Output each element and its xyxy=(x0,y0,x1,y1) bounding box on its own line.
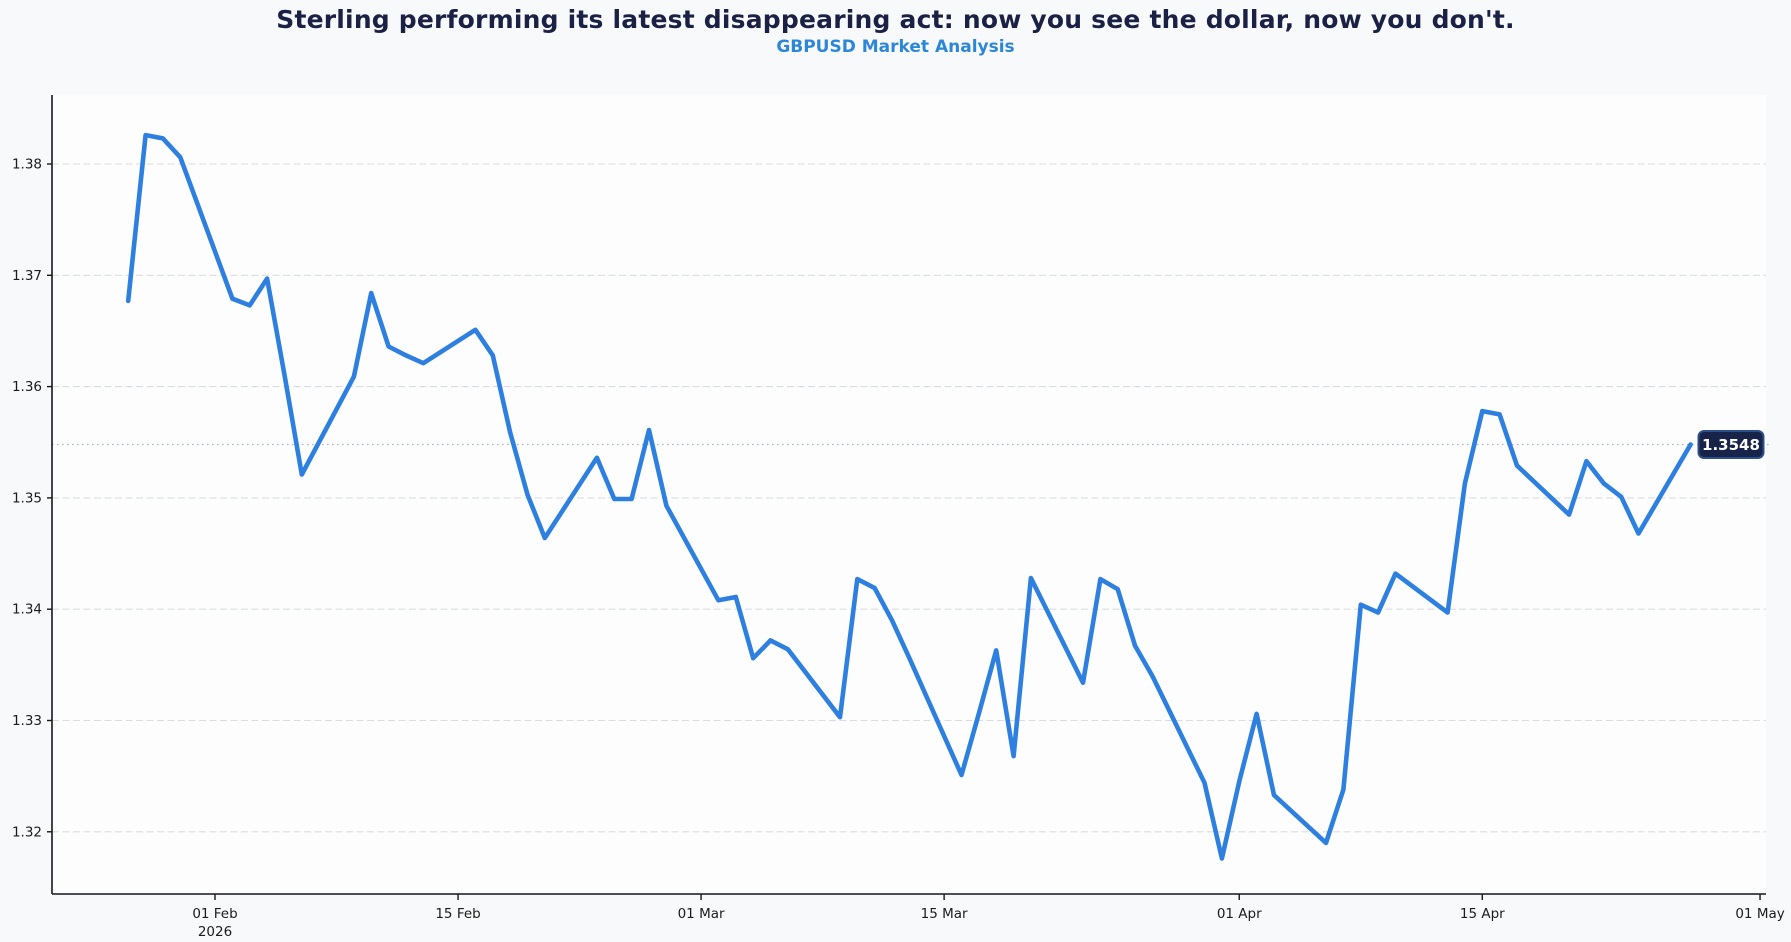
y-tick-label: 1.37 xyxy=(12,268,42,284)
x-tick-label: 15 Feb xyxy=(435,906,480,922)
current-price-label: 1.3548 xyxy=(1702,436,1760,454)
current-price-box xyxy=(1697,429,1765,459)
y-tick-label: 1.33 xyxy=(12,713,42,729)
x-tick-label: 01 Mar xyxy=(678,906,725,922)
y-tick-label: 1.35 xyxy=(12,490,42,506)
y-tick-label: 1.38 xyxy=(12,157,42,173)
y-tick-label: 1.36 xyxy=(12,379,42,395)
y-tick-label: 1.34 xyxy=(12,602,42,618)
x-tick-label: 01 Apr xyxy=(1217,906,1262,922)
x-tick-label: 01 May xyxy=(1735,906,1784,922)
chart-subtitle: GBPUSD Market Analysis xyxy=(776,37,1015,57)
y-tick-label: 1.32 xyxy=(12,824,42,840)
gbpusd-price-line xyxy=(125,132,1693,861)
x-tick-label: 01 Feb xyxy=(192,906,237,922)
plot-area xyxy=(52,95,1766,894)
x-tick-label: 15 Mar xyxy=(921,906,968,922)
chart-title: Sterling performing its latest disappear… xyxy=(276,5,1515,34)
x-tick-label: 15 Apr xyxy=(1460,906,1505,922)
x-tick-year-label: 2026 xyxy=(198,924,232,940)
